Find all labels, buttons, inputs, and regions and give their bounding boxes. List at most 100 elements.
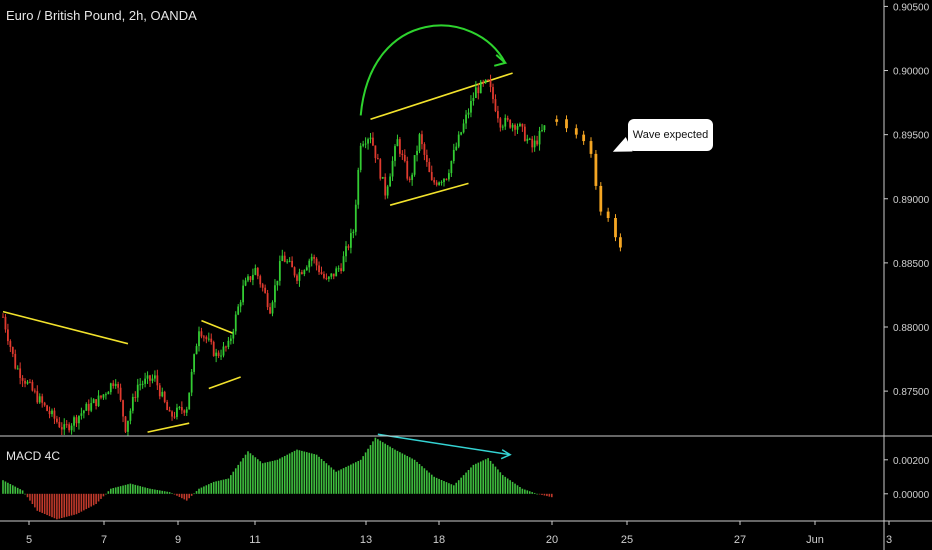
macd-bar	[296, 449, 298, 494]
candle-body	[499, 118, 502, 128]
candle-body	[271, 302, 274, 314]
candle-body	[200, 331, 203, 337]
macd-bar	[524, 489, 526, 494]
candle-body	[474, 87, 477, 99]
macd-bar	[188, 493, 190, 499]
macd-bar	[315, 454, 318, 494]
macd-bar	[377, 439, 379, 494]
macd-tick-label: 0.00000	[893, 490, 930, 501]
macd-bar	[48, 493, 51, 517]
price-tick-label: 0.88500	[893, 259, 930, 270]
macd-bar	[87, 493, 90, 508]
macd-bar	[362, 456, 364, 494]
candle-body	[154, 375, 156, 379]
candle-body	[425, 154, 428, 163]
macd-bar	[4, 481, 7, 494]
macd-bar	[364, 452, 367, 494]
forecast-candle	[599, 185, 603, 212]
macd-bar	[56, 493, 58, 520]
macd-bar	[14, 486, 17, 494]
candle-body	[225, 346, 227, 348]
macd-bar	[462, 475, 465, 494]
candle-body	[497, 111, 499, 119]
candle-body	[102, 394, 105, 398]
trendlines	[2, 72, 513, 433]
candle-body	[131, 396, 134, 411]
candle-body	[75, 417, 78, 424]
macd-bar	[531, 492, 533, 494]
macd-bar	[183, 493, 186, 500]
macd-bar	[132, 484, 134, 494]
candle-body	[43, 402, 46, 406]
macd-bar	[426, 470, 428, 494]
macd-bar	[479, 461, 482, 494]
macd-bar	[252, 455, 254, 494]
macd-bar	[78, 493, 80, 513]
candle-body	[78, 415, 80, 424]
macd-bar	[266, 462, 269, 494]
macd-bar	[70, 493, 73, 516]
candle-body	[203, 336, 205, 338]
candle-body	[533, 140, 536, 148]
macd-bar	[112, 488, 115, 494]
time-tick-label: 7	[101, 534, 107, 546]
macd-bar	[423, 468, 426, 494]
candle-body	[249, 276, 252, 280]
candle-body	[286, 261, 289, 263]
macd-bar	[546, 493, 548, 497]
candle-body	[411, 174, 414, 180]
candle-body	[396, 139, 399, 147]
candle-body	[139, 384, 142, 386]
candle-body	[457, 134, 460, 147]
candle-body	[543, 125, 546, 131]
candle-body	[97, 395, 100, 407]
candle-body	[506, 117, 509, 120]
candle-body	[205, 336, 208, 340]
candle-body	[308, 260, 311, 268]
candle-body	[521, 123, 524, 127]
macd-bar	[465, 472, 467, 494]
candle-body	[492, 87, 494, 100]
candle-body	[82, 410, 85, 414]
time-tick-label: 18	[433, 534, 445, 546]
macd-bar	[372, 441, 374, 494]
candle-body	[394, 146, 396, 161]
candle-body	[122, 400, 124, 417]
macd-bar	[519, 487, 521, 494]
macd-bar	[117, 486, 119, 494]
macd-bar	[428, 472, 431, 494]
candle-body	[345, 246, 347, 257]
forecast-candle	[606, 211, 610, 218]
macd-bar	[384, 443, 386, 494]
macd-bar	[58, 493, 61, 519]
macd-bar	[203, 486, 205, 494]
macd-bar	[325, 463, 328, 494]
macd-bar	[215, 481, 217, 494]
macd-bar	[154, 489, 156, 494]
macd-bar	[401, 453, 404, 494]
candle-body	[180, 407, 183, 411]
candle-body	[531, 138, 534, 148]
macd-bar	[190, 493, 193, 496]
macd-bar	[391, 448, 394, 494]
macd-bar	[318, 456, 320, 494]
candle-body	[56, 418, 58, 422]
macd-bar	[467, 470, 470, 494]
macd-bar	[2, 480, 4, 494]
macd-bar	[521, 488, 524, 494]
candle-body	[227, 340, 230, 348]
candle-body	[129, 410, 132, 421]
candle-body	[372, 137, 374, 146]
candle-body	[51, 410, 53, 415]
candle-body	[416, 150, 418, 156]
candle-body	[73, 417, 75, 426]
macd-bar	[460, 477, 462, 494]
candle-body	[2, 316, 4, 318]
macd-bar	[404, 454, 406, 494]
macd-bar	[445, 482, 448, 494]
candle-body	[455, 146, 458, 150]
candle-body	[195, 346, 198, 355]
macd-divergence	[377, 433, 512, 460]
candle-body	[327, 276, 330, 279]
forecast-candle	[594, 153, 598, 186]
